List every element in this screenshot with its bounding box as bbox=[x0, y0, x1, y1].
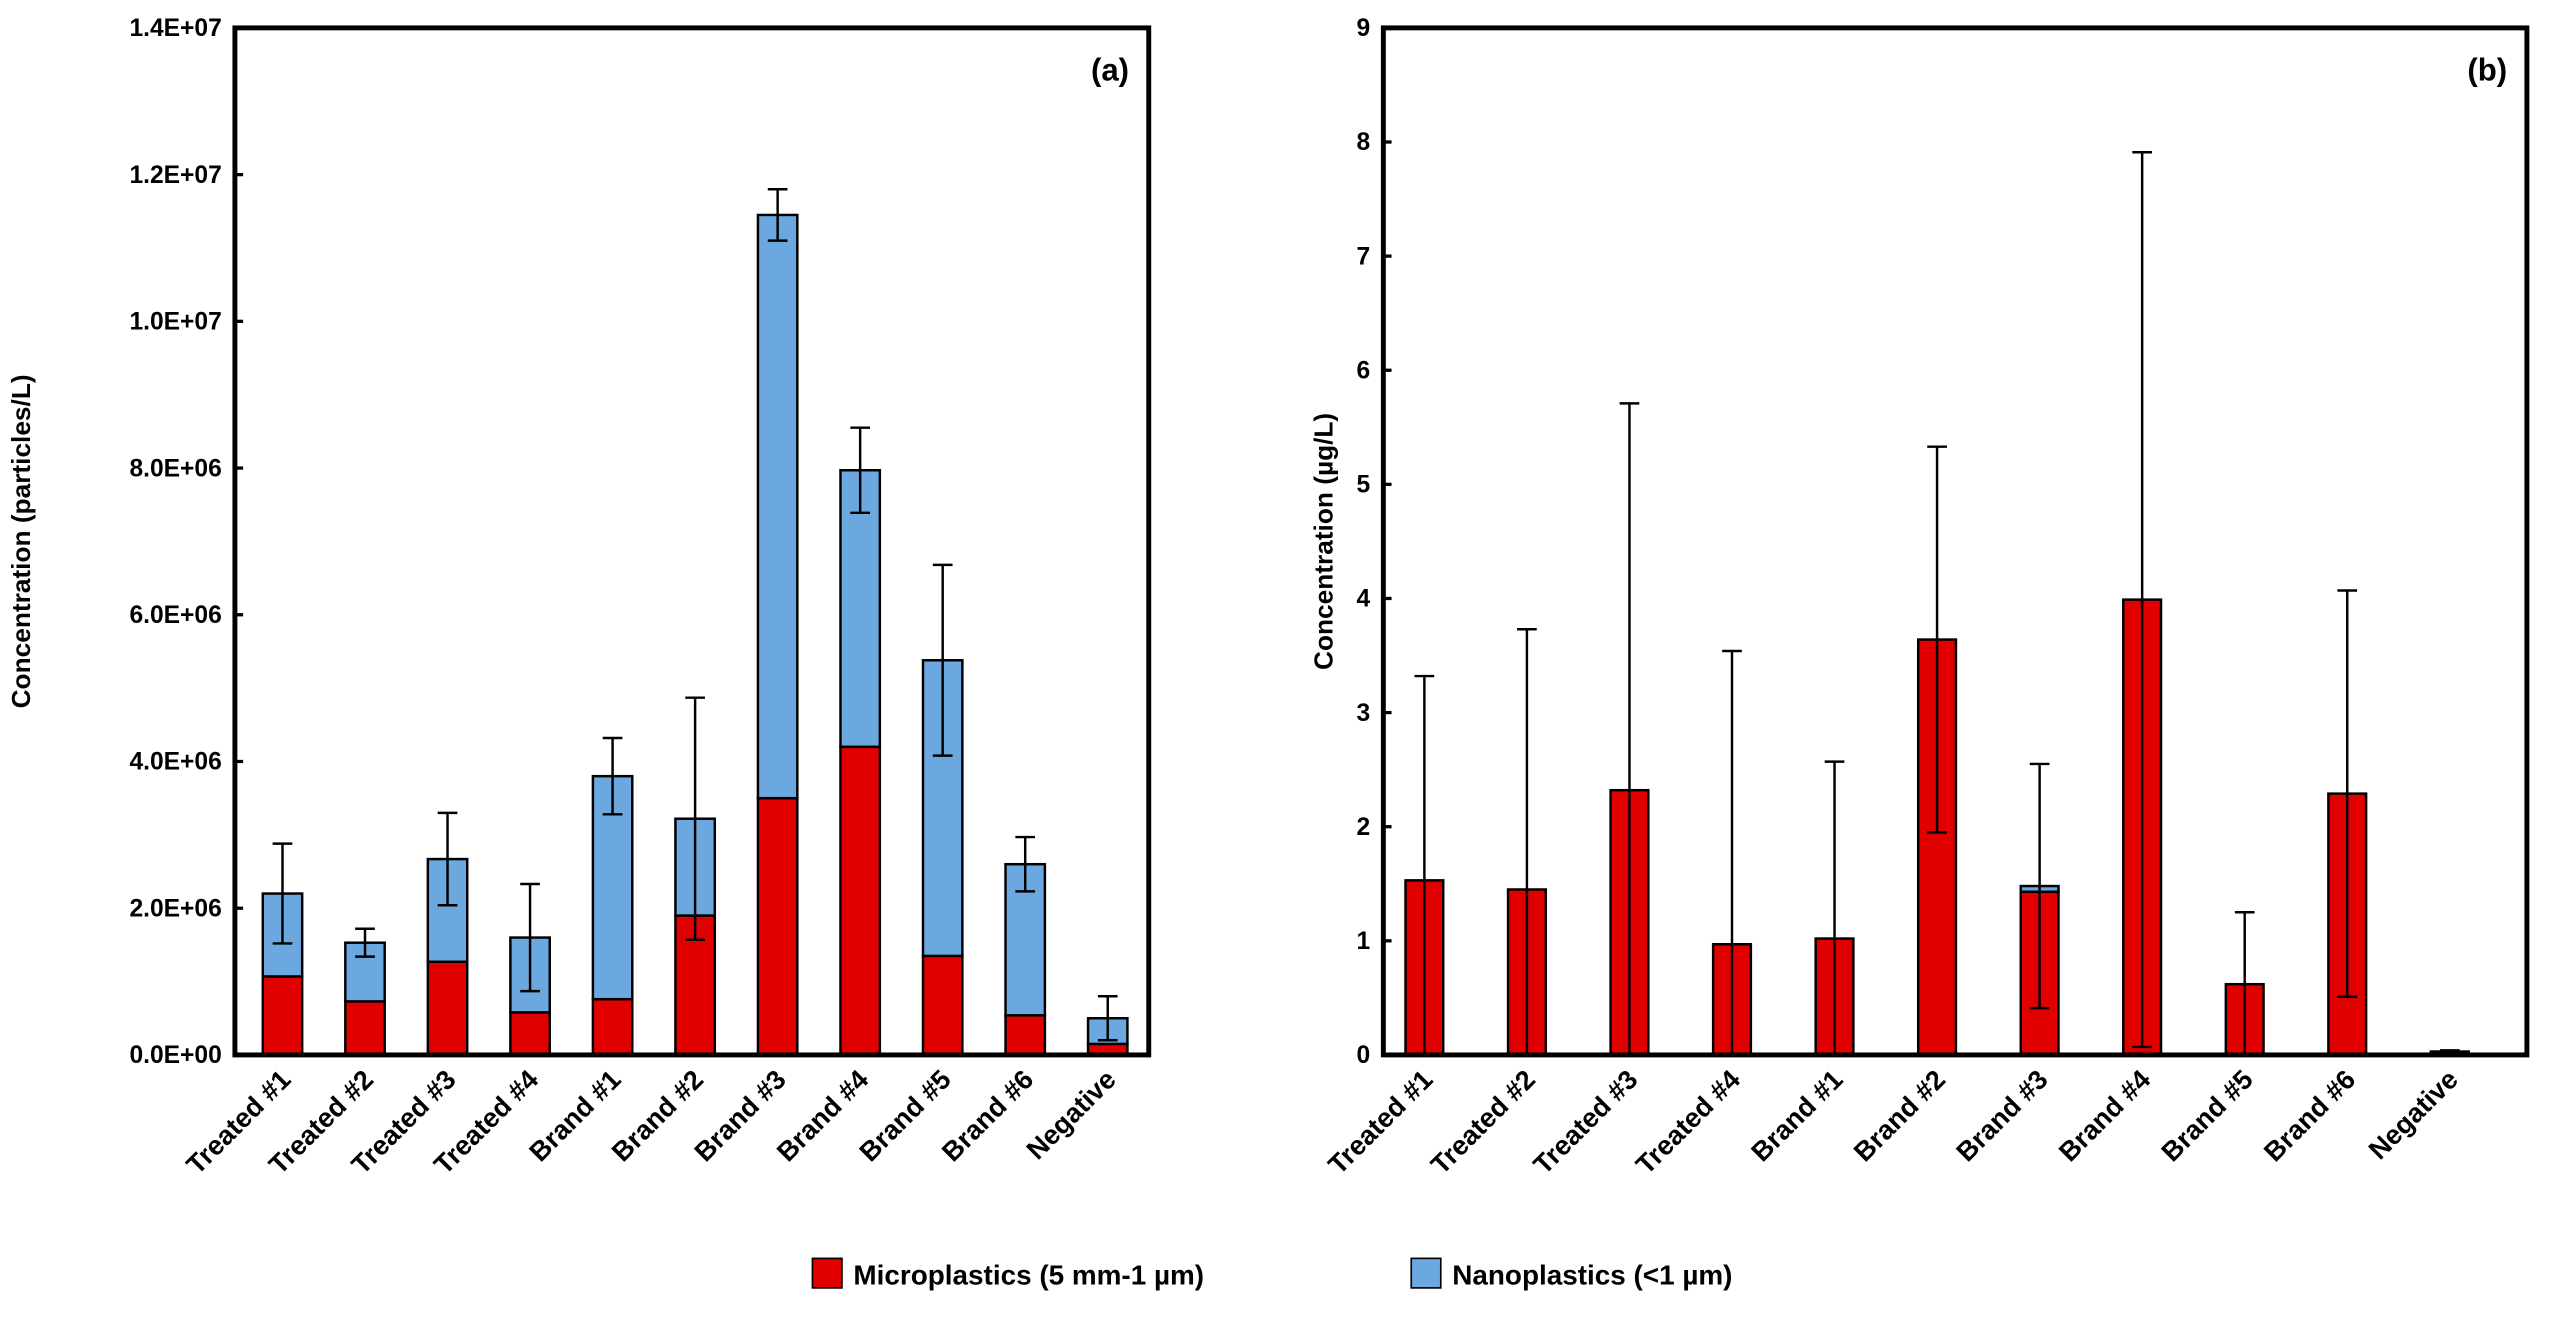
bar-microplastics bbox=[591, 997, 634, 1057]
plot-frame bbox=[232, 25, 1152, 1058]
x-tick-label: Treated #4 bbox=[1629, 1064, 1746, 1181]
y-tick-label: 1.4E+07 bbox=[129, 15, 221, 42]
y-tick-label: 4 bbox=[1357, 586, 1371, 613]
y-tick-label: 0.0E+00 bbox=[129, 1042, 221, 1069]
bar-microplastics bbox=[1004, 1014, 1047, 1057]
bar-microplastics bbox=[344, 1000, 386, 1057]
x-tick-label: Treated #2 bbox=[1424, 1064, 1541, 1181]
x-tick-label: Brand #6 bbox=[2258, 1064, 2362, 1168]
y-tick-label: 6.0E+06 bbox=[129, 602, 221, 629]
legend-label-nanoplastics: Nanoplastics (<1 µm) bbox=[1452, 1260, 1732, 1291]
y-tick-label: 1 bbox=[1357, 928, 1371, 955]
y-axis-label: Concentration (particles/L) bbox=[6, 374, 36, 708]
x-tick-label: Treated #1 bbox=[1322, 1064, 1439, 1181]
x-tick-label: Brand #2 bbox=[1847, 1064, 1951, 1168]
bar-nanoplastics bbox=[756, 213, 799, 800]
y-tick-label: 2 bbox=[1357, 814, 1371, 841]
panel-a: 0.0E+00 2.0E+06 4.0E+06 6.0E+06 8.0E+06 1.0E+… bbox=[6, 15, 1152, 1180]
legend: Microplastics (5 mm-1 µm) Nanoplastics (… bbox=[811, 1257, 1732, 1291]
bar-microplastics bbox=[509, 1011, 551, 1057]
legend-swatch-microplastics bbox=[811, 1257, 843, 1289]
x-tick-label: Negative bbox=[1020, 1064, 1122, 1166]
y-tick-label: 0 bbox=[1357, 1042, 1371, 1069]
x-tick-label: Brand #4 bbox=[2052, 1064, 2156, 1168]
panel-label: (b) bbox=[2467, 52, 2507, 87]
y-tick-label: 8 bbox=[1357, 129, 1371, 156]
y-tick-label: 3 bbox=[1357, 700, 1371, 727]
y-tick-label: 9 bbox=[1357, 15, 1371, 42]
x-tick-label: Brand #1 bbox=[1745, 1064, 1849, 1168]
y-tick-label: 1.2E+07 bbox=[129, 162, 221, 189]
legend-label-microplastics: Microplastics (5 mm-1 µm) bbox=[853, 1260, 1204, 1291]
y-tick-label: 8.0E+06 bbox=[129, 455, 221, 482]
y-tick-label: 2.0E+06 bbox=[129, 895, 221, 922]
y-tick-label: 1.0E+07 bbox=[129, 309, 221, 336]
y-axis-label: Concentration (µg/L) bbox=[1309, 413, 1339, 670]
y-tick-label: 6 bbox=[1357, 357, 1371, 384]
bar-microplastics bbox=[839, 745, 882, 1057]
x-tick-label: Brand #5 bbox=[2155, 1064, 2259, 1168]
bar-microplastics bbox=[261, 975, 304, 1057]
bar-microplastics bbox=[426, 960, 469, 1057]
y-tick-label: 4.0E+06 bbox=[129, 749, 221, 776]
bar-microplastics bbox=[921, 954, 964, 1057]
x-tick-label: Treated #3 bbox=[1527, 1064, 1644, 1181]
panel-label: (a) bbox=[1091, 52, 1129, 87]
x-tick-label: Negative bbox=[2362, 1064, 2464, 1166]
x-tick-label: Brand #3 bbox=[1950, 1064, 2054, 1168]
bar-microplastics bbox=[756, 796, 799, 1057]
legend-swatch-nanoplastics bbox=[1410, 1257, 1442, 1289]
y-tick-label: 5 bbox=[1357, 472, 1371, 499]
plot-frame bbox=[1380, 25, 2530, 1058]
y-tick-label: 7 bbox=[1357, 243, 1371, 270]
